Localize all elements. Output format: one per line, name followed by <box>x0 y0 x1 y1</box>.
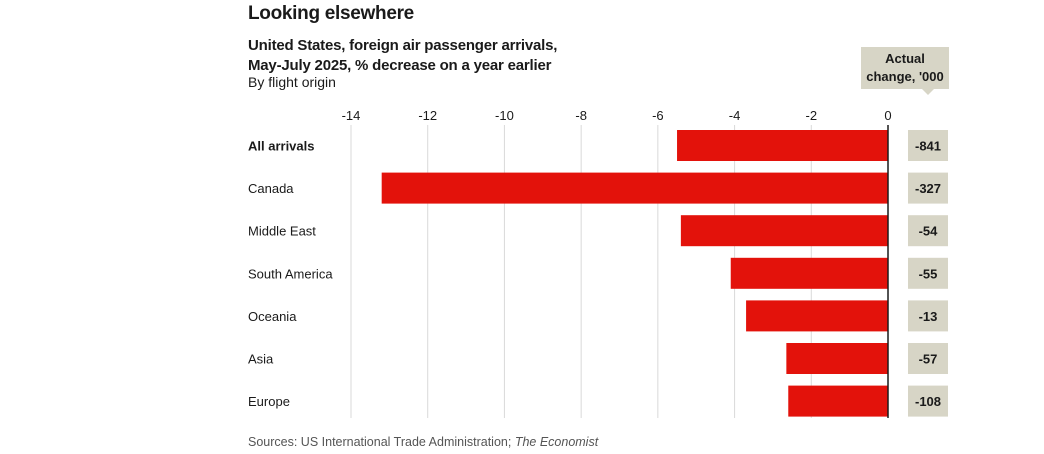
x-tick-label: -2 <box>806 108 818 123</box>
bar <box>381 172 888 204</box>
category-label: South America <box>248 266 333 281</box>
bar <box>680 215 888 247</box>
x-tick-label: 0 <box>884 108 891 123</box>
actual-change-value: -841 <box>915 139 941 154</box>
category-label: Middle East <box>248 224 316 239</box>
actual-change-value: -55 <box>919 266 938 281</box>
actual-change-box <box>908 257 948 289</box>
x-tick-label: -14 <box>342 108 361 123</box>
chart-subtitle: United States, foreign air passenger arr… <box>248 36 557 76</box>
actual-change-box <box>908 215 948 247</box>
actual-change-box <box>908 343 948 374</box>
chart-title: Looking elsewhere <box>248 3 414 24</box>
actual-change-box <box>908 385 948 417</box>
bar <box>788 385 888 417</box>
subtitle-line-2: May-July 2025, % decrease on a year earl… <box>248 57 552 74</box>
x-tick-label: -12 <box>418 108 437 123</box>
x-tick-label: -6 <box>652 108 664 123</box>
category-label: Europe <box>248 394 290 409</box>
x-tick-label: -10 <box>495 108 514 123</box>
category-label: Canada <box>248 181 294 196</box>
callout-pointer <box>922 89 934 95</box>
x-tick-labels: -14 -12 -10 -8 -6 -4 -2 0 <box>342 108 892 123</box>
actual-change-value: -327 <box>915 181 941 196</box>
actual-change-box <box>908 172 948 204</box>
source-publication: The Economist <box>514 435 599 449</box>
bar <box>786 343 888 374</box>
bar <box>746 300 888 332</box>
category-labels: All arrivals Canada Middle East South Ameri… <box>248 139 333 410</box>
source-text: Sources: US International Trade Administ… <box>248 435 515 449</box>
actual-change-header: Actual change, '000 <box>861 47 949 89</box>
actual-change-labels: -841 -327 -54 -55 -13 -57 -108 <box>908 130 948 417</box>
source-note: Sources: US International Trade Administ… <box>248 435 598 449</box>
actual-change-header-line-1: Actual <box>885 51 925 66</box>
actual-change-value: -54 <box>919 224 939 239</box>
bar <box>730 257 888 289</box>
actual-change-value: -13 <box>919 309 938 324</box>
bars <box>381 130 888 417</box>
subtitle-line-1: United States, foreign air passenger arr… <box>248 37 558 54</box>
category-label: Asia <box>248 352 274 367</box>
actual-change-value: -108 <box>915 394 941 409</box>
x-tick-label: -8 <box>575 108 587 123</box>
chart-byline: By flight origin <box>248 74 336 90</box>
category-label: All arrivals <box>248 139 315 154</box>
actual-change-value: -57 <box>919 352 938 367</box>
actual-change-box <box>908 130 948 161</box>
x-tick-label: -4 <box>729 108 741 123</box>
category-label: Oceania <box>248 309 297 324</box>
bar <box>677 130 888 161</box>
actual-change-box <box>908 300 948 332</box>
actual-change-header-line-2: change, '000 <box>866 69 944 84</box>
